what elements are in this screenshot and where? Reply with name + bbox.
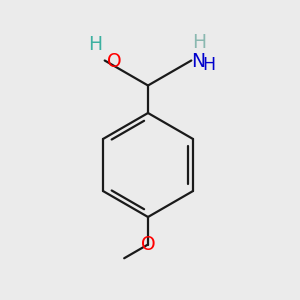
Text: N: N: [191, 52, 206, 71]
Text: H: H: [88, 34, 103, 53]
Text: O: O: [107, 52, 121, 71]
Text: H: H: [202, 56, 215, 74]
Text: O: O: [141, 235, 155, 254]
Text: H: H: [192, 34, 206, 52]
